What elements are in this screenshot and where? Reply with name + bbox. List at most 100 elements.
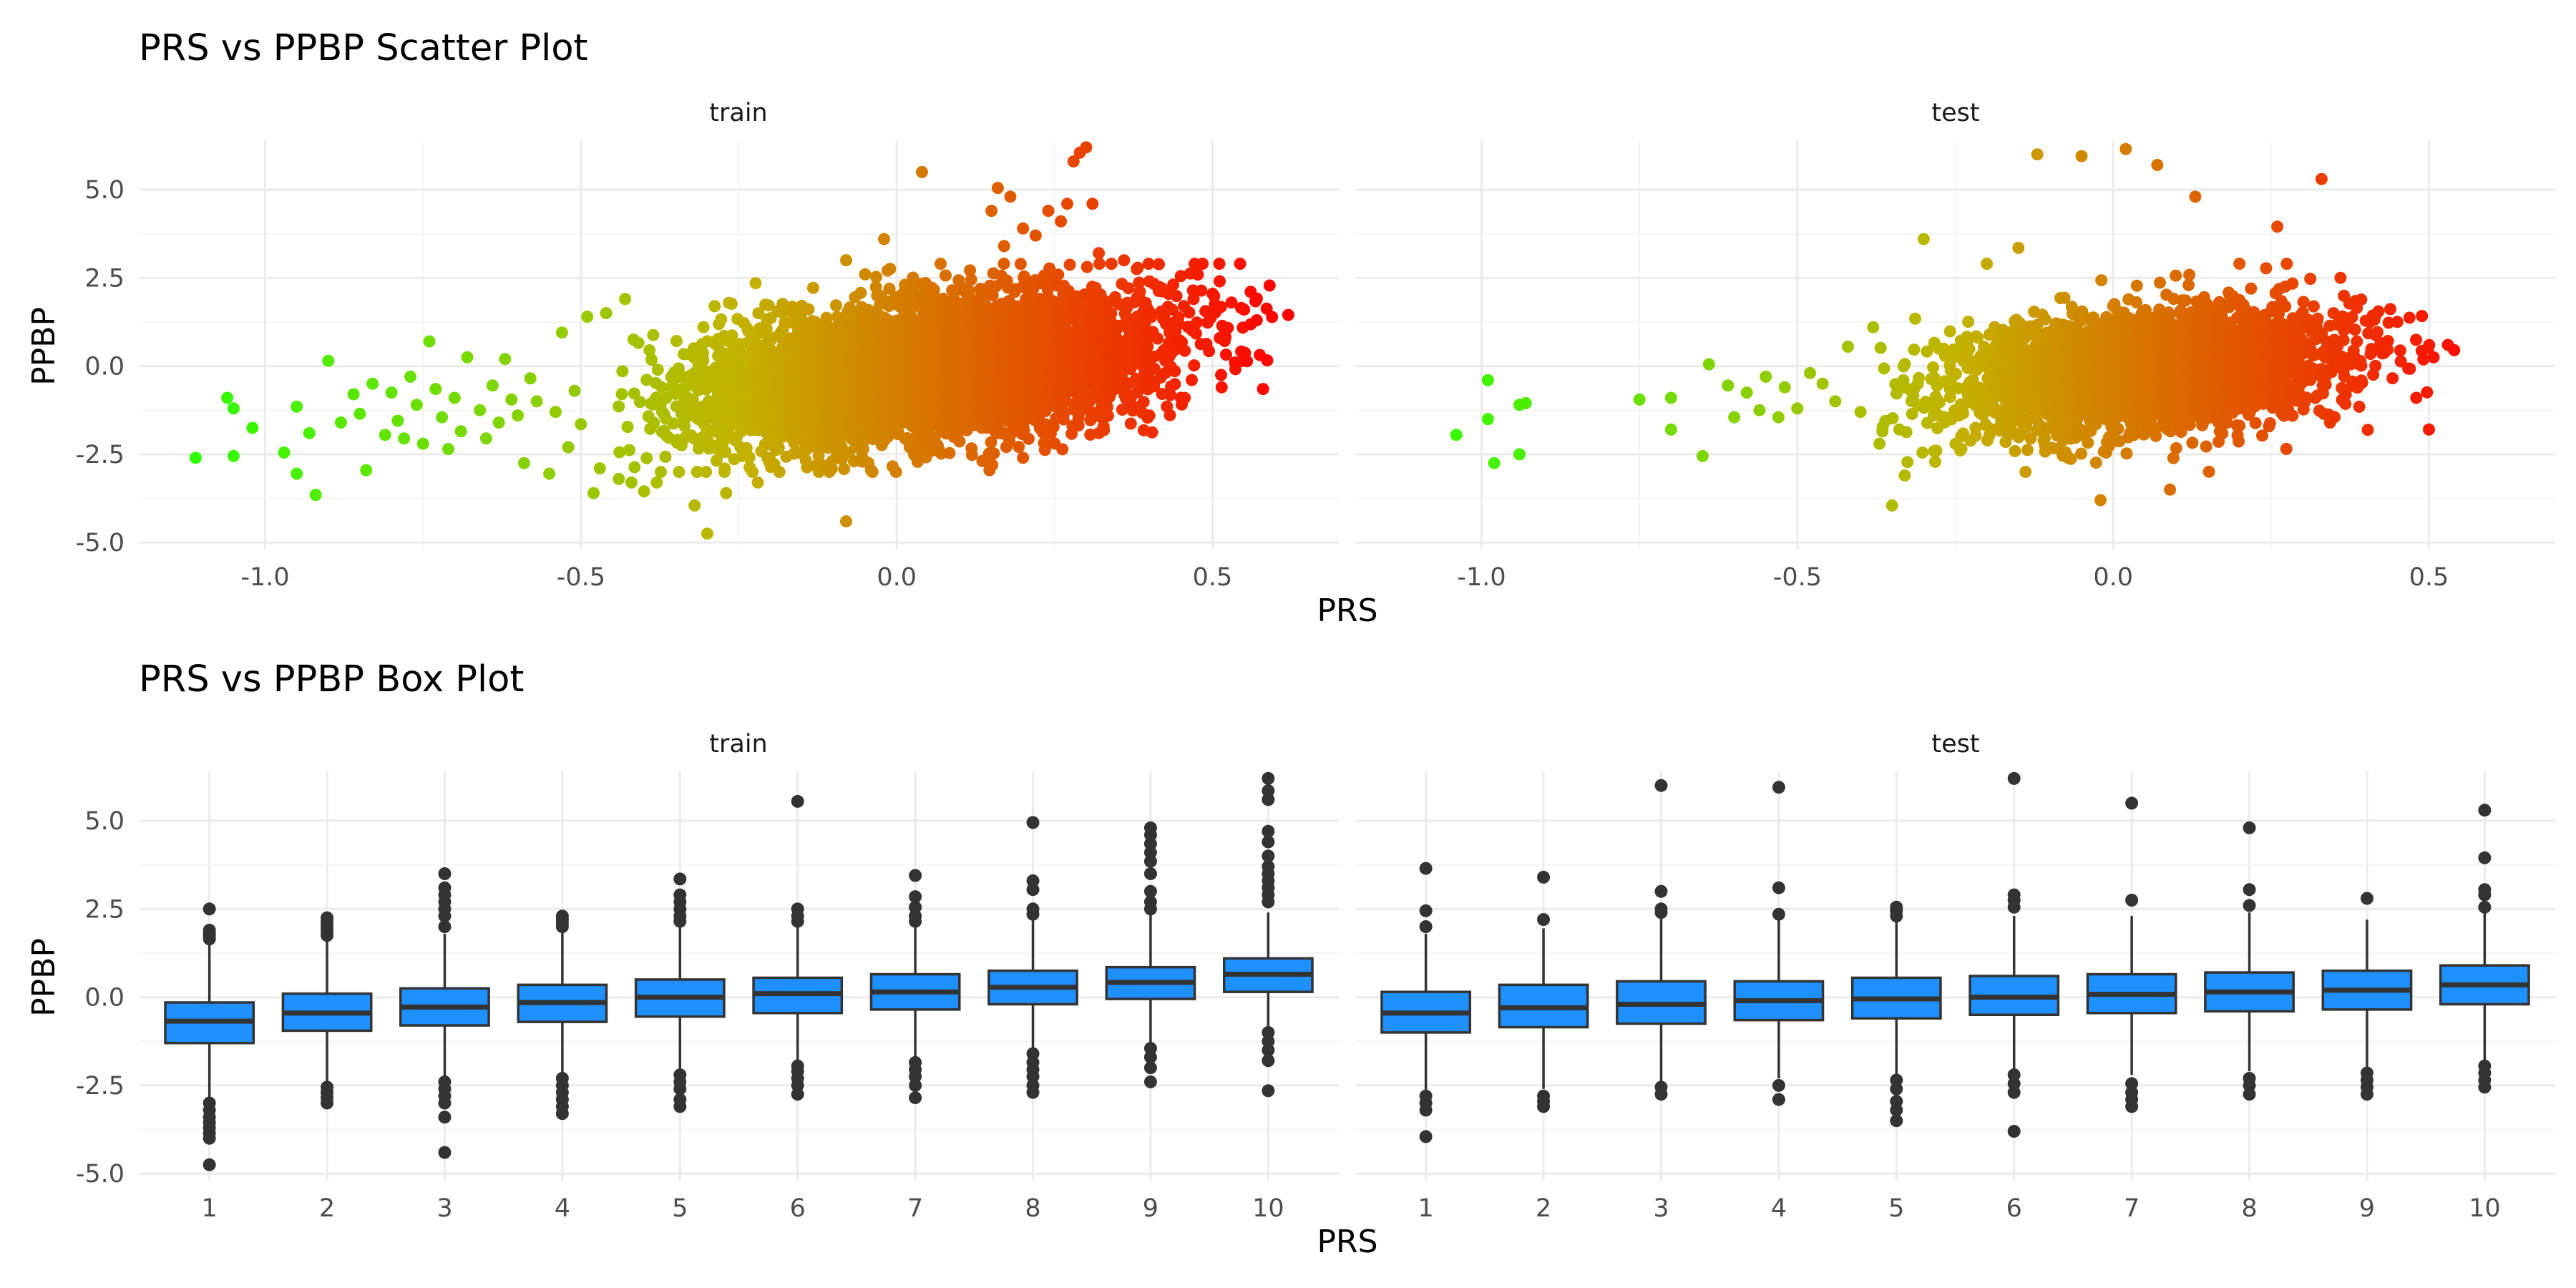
scatter-point: [935, 258, 947, 270]
scatter-point: [802, 303, 815, 316]
scatter-point: [643, 344, 656, 356]
scatter-point: [752, 307, 765, 320]
scatter-point: [505, 393, 518, 406]
scatter-point: [621, 421, 634, 434]
scatter-point: [725, 298, 738, 310]
scatter-point: [486, 379, 499, 392]
scatter-point: [638, 485, 650, 498]
scatter-point: [965, 273, 977, 286]
scatter-point: [442, 443, 454, 455]
scatter-point: [246, 421, 259, 434]
scatter-point: [227, 449, 240, 462]
scatter-point: [650, 476, 663, 489]
scatter-point: [718, 462, 731, 475]
scatter-point: [615, 388, 628, 401]
scatter-point: [691, 466, 703, 478]
scatter-point: [360, 464, 373, 477]
scatter-point: [740, 441, 753, 454]
scatter-point: [859, 268, 872, 280]
scatter-point: [291, 400, 303, 413]
scatter-point: [829, 299, 842, 312]
scatter-point: [410, 399, 423, 411]
scatter-point: [985, 205, 998, 218]
scatter-point: [667, 417, 680, 430]
scatter-x-tick-label: 0.0: [877, 563, 917, 592]
scatter-point: [593, 462, 606, 475]
scatter-point: [628, 387, 640, 400]
scatter-point: [398, 432, 411, 445]
scatter-point: [763, 335, 776, 348]
scatter-point: [700, 466, 713, 478]
scatter-point: [189, 452, 202, 464]
scatter-point: [568, 384, 581, 397]
scatter-point: [619, 293, 632, 306]
scatter-point: [655, 381, 668, 394]
scatter-point: [616, 365, 629, 378]
scatter-point: [291, 467, 303, 480]
scatter-point: [1042, 205, 1055, 218]
scatter-x-axis-label: PRS: [1317, 592, 1377, 629]
scatter-point: [385, 386, 398, 399]
scatter-point: [391, 414, 404, 427]
scatter-point: [562, 441, 575, 454]
scatter-point: [454, 425, 467, 438]
scatter-point: [1023, 432, 1035, 445]
scatter-point: [943, 447, 956, 459]
scatter-point: [927, 283, 940, 296]
scatter-point: [991, 182, 1004, 195]
scatter-point: [866, 466, 879, 478]
scatter-point: [581, 311, 594, 323]
scatter-point: [719, 446, 732, 459]
scatter-point: [749, 277, 762, 290]
scatter-point: [1017, 222, 1030, 235]
scatter-panel-train: -5.0-2.50.02.55.0-1.0 -0.5 0.0 0.5: [76, 140, 1339, 592]
scatter-point: [474, 404, 487, 416]
scatter-point: [404, 370, 416, 383]
scatter-point: [379, 429, 391, 441]
scatter-point: [600, 307, 613, 320]
scatter-point: [986, 459, 999, 472]
scatter-point: [309, 489, 322, 502]
box-plot-title: PRS vs PPBP Box Plot: [139, 658, 524, 701]
scatter-point: [869, 270, 882, 283]
scatter-point: [1098, 424, 1111, 436]
scatter-point: [692, 442, 705, 455]
scatter-point: [1014, 258, 1027, 270]
scatter-point: [587, 487, 600, 499]
scatter-point: [715, 313, 728, 326]
scatter-y-tick-label: 5.0: [84, 176, 125, 205]
scatter-point: [720, 487, 733, 499]
scatter-point: [303, 426, 316, 439]
scatter-point: [776, 298, 789, 311]
scatter-point: [1018, 270, 1030, 283]
scatter-point: [628, 461, 641, 474]
scatter-point: [726, 329, 738, 342]
scatter-point: [840, 515, 852, 528]
scatter-point: [697, 354, 710, 366]
scatter-point: [543, 467, 556, 480]
scatter-point: [746, 466, 759, 478]
scatter-point: [640, 374, 653, 386]
scatter-point: [997, 258, 1010, 270]
scatter-point: [524, 372, 537, 385]
scatter-plot-title: PRS vs PPBP Scatter Plot: [139, 27, 588, 69]
scatter-point: [1013, 441, 1025, 453]
scatter-point: [353, 407, 366, 420]
scatter-point: [1093, 247, 1106, 260]
scatter-x-tick-label: -0.5: [557, 563, 605, 592]
scatter-point: [701, 527, 713, 540]
scatter-point: [479, 432, 492, 445]
scatter-y-tick-label: -5.0: [76, 529, 125, 557]
scatter-point: [429, 383, 442, 396]
scatter-point: [416, 437, 429, 450]
scatter-y-tick-label: -2.5: [76, 441, 125, 469]
scatter-y-axis-label: PPBP: [26, 307, 62, 386]
scatter-x-tick-label: 0.5: [1193, 563, 1233, 592]
scatter-point: [647, 328, 660, 341]
scatter-point: [1093, 258, 1106, 270]
scatter-point: [492, 416, 505, 429]
box-x-axis-label: PRS: [1317, 1224, 1377, 1260]
scatter-point: [806, 281, 819, 294]
scatter-point: [655, 466, 667, 478]
